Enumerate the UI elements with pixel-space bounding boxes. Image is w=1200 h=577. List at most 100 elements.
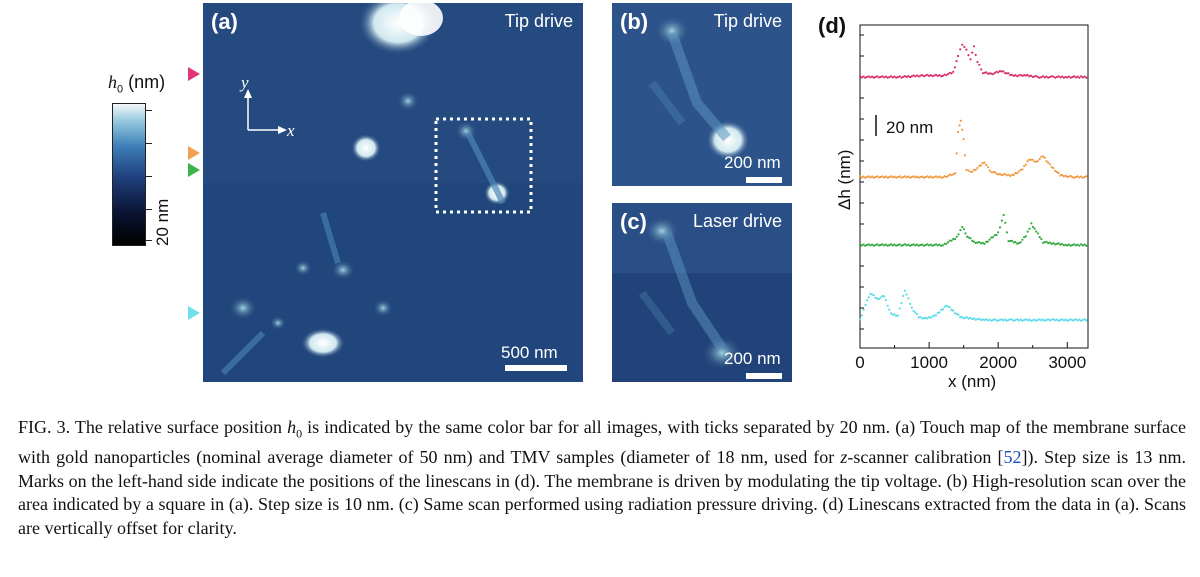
data-point <box>1022 74 1026 77</box>
data-point <box>1038 318 1041 321</box>
data-point <box>1066 175 1069 179</box>
data-point <box>877 76 881 79</box>
figure-caption: FIG. 3. The relative surface position h0… <box>18 416 1186 540</box>
data-point <box>865 75 869 79</box>
data-point <box>1067 75 1071 78</box>
data-point <box>1005 174 1008 177</box>
data-point <box>1054 243 1057 246</box>
data-point <box>914 75 917 78</box>
data-point <box>895 244 898 247</box>
panel-b-image <box>612 3 792 186</box>
citation-link[interactable]: 52 <box>1003 447 1022 468</box>
data-point <box>917 244 920 247</box>
data-point <box>952 70 955 73</box>
panel-c-scalebar-text: 200 nm <box>724 349 781 368</box>
data-point <box>898 307 901 310</box>
data-point <box>1033 160 1036 163</box>
data-point <box>869 176 872 179</box>
data-point <box>952 309 955 312</box>
data-point <box>870 243 874 246</box>
caption-part-1: FIG. 3. The relative surface position <box>18 417 288 437</box>
data-point <box>886 76 889 79</box>
data-point <box>1054 169 1057 173</box>
data-point <box>1031 319 1034 322</box>
data-point <box>978 240 981 244</box>
data-point <box>891 76 894 79</box>
data-point <box>1085 319 1088 322</box>
data-point <box>1009 318 1012 321</box>
data-point <box>1005 231 1009 234</box>
data-point <box>1074 76 1078 79</box>
data-point <box>978 164 981 167</box>
data-point <box>1007 173 1010 176</box>
panel-d-series <box>858 43 1088 322</box>
data-point <box>924 316 927 319</box>
series-1 <box>858 119 1088 179</box>
data-point <box>867 75 870 78</box>
data-point <box>915 175 919 178</box>
data-point <box>870 175 874 178</box>
data-point <box>995 319 998 322</box>
data-point <box>1003 72 1007 75</box>
data-point <box>979 164 983 167</box>
data-point <box>1014 172 1017 175</box>
data-point <box>896 314 900 317</box>
data-point <box>1000 173 1003 177</box>
data-point <box>1000 318 1003 321</box>
panel-a-scalebar <box>505 365 567 371</box>
data-point <box>1050 75 1053 78</box>
data-point <box>950 174 953 177</box>
caption-z-symbol: z <box>840 447 848 468</box>
data-point <box>1081 318 1084 322</box>
panel-c: (c) Laser drive 200 nm <box>612 203 792 382</box>
data-point <box>1002 213 1005 217</box>
data-point <box>921 243 924 246</box>
panel-a-title: Tip drive <box>504 11 573 31</box>
data-point <box>929 74 932 77</box>
data-point <box>960 315 964 318</box>
data-point <box>988 238 991 241</box>
data-point <box>941 74 945 77</box>
data-point <box>877 176 881 179</box>
data-point <box>866 299 869 302</box>
data-point <box>943 305 946 308</box>
data-point <box>910 243 913 247</box>
colorbar-tick <box>146 176 152 177</box>
data-point <box>870 75 874 78</box>
data-point <box>1022 236 1026 239</box>
data-point <box>1074 175 1078 179</box>
data-point <box>985 163 988 167</box>
data-point <box>1071 176 1074 179</box>
data-point <box>967 54 970 57</box>
data-point <box>1069 76 1072 79</box>
data-point <box>1050 166 1053 169</box>
data-point <box>884 75 888 78</box>
data-point <box>992 171 995 174</box>
data-point <box>1016 318 1019 321</box>
data-point <box>955 152 958 155</box>
data-point <box>997 71 1000 74</box>
data-point <box>1048 319 1052 322</box>
data-point <box>917 75 920 78</box>
data-point <box>993 71 996 75</box>
data-point <box>1036 318 1040 322</box>
data-point <box>1041 75 1045 78</box>
data-point <box>1012 173 1015 176</box>
data-point <box>998 226 1002 229</box>
data-point <box>1030 222 1033 225</box>
data-point <box>959 229 962 232</box>
data-point <box>896 243 900 247</box>
data-point <box>948 71 951 74</box>
colorbar-label: 20 nm <box>153 198 172 246</box>
data-point <box>965 235 969 238</box>
data-point <box>898 75 901 78</box>
data-point <box>936 244 939 247</box>
data-point <box>986 72 990 75</box>
data-point <box>1000 219 1003 222</box>
data-point <box>874 243 877 247</box>
data-point <box>1073 318 1076 322</box>
data-point <box>862 243 865 246</box>
data-point <box>879 296 882 299</box>
data-point <box>1055 75 1059 79</box>
data-point <box>869 244 872 247</box>
